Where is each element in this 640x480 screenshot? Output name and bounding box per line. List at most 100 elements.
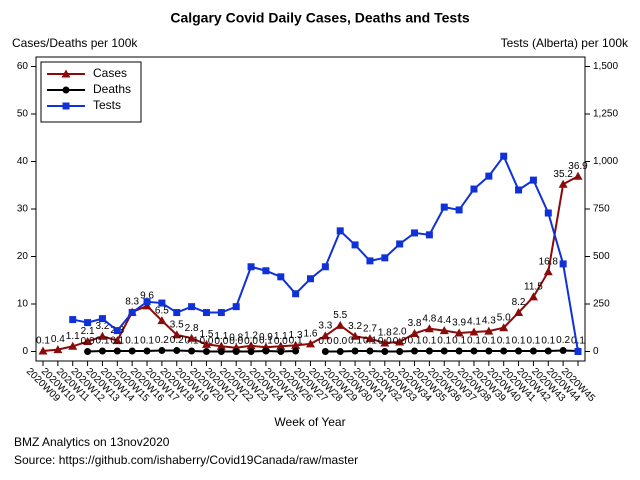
footnote: Source: https://github.com/ishaberry/Cov… bbox=[14, 453, 358, 467]
data-point bbox=[321, 348, 329, 355]
data-point bbox=[500, 347, 508, 355]
data-point bbox=[217, 348, 225, 355]
data-point bbox=[381, 254, 389, 262]
data-point bbox=[173, 309, 181, 317]
data-point bbox=[366, 347, 374, 355]
data-point bbox=[499, 323, 509, 332]
data-point bbox=[440, 347, 448, 355]
data-label: 6.5 bbox=[155, 305, 169, 316]
data-label: 8.3 bbox=[125, 297, 139, 308]
data-point bbox=[128, 309, 136, 317]
data-label: 35.2 bbox=[553, 169, 573, 180]
data-label: 1.2 bbox=[244, 330, 258, 341]
data-label: 0.0 bbox=[274, 336, 288, 347]
data-point bbox=[558, 179, 568, 188]
data-label: 0.9 bbox=[259, 332, 273, 343]
data-point bbox=[262, 347, 270, 355]
data-label: 0.1 bbox=[408, 336, 422, 347]
data-point bbox=[69, 316, 77, 324]
legend-marker bbox=[61, 69, 71, 78]
y-axis-label: Cases/Deaths per 100k bbox=[12, 36, 138, 50]
y2-tick-label: 1,500 bbox=[593, 61, 618, 72]
data-point bbox=[336, 348, 344, 355]
footnote: BMZ Analytics on 13nov2020 bbox=[14, 435, 170, 449]
data-label: 1.1 bbox=[214, 331, 228, 342]
data-point bbox=[292, 347, 300, 355]
data-point bbox=[232, 303, 240, 311]
y2-tick-label: 1,250 bbox=[593, 109, 618, 120]
data-point bbox=[113, 347, 121, 355]
data-point bbox=[158, 299, 166, 307]
data-point bbox=[262, 267, 270, 275]
legend-box bbox=[40, 61, 142, 123]
data-label: 0.0 bbox=[378, 336, 392, 347]
data-point bbox=[424, 324, 434, 333]
x-axis-label: Week of Year bbox=[274, 415, 345, 429]
data-point bbox=[202, 348, 210, 355]
data-point bbox=[292, 290, 300, 298]
data-label: 2.1 bbox=[81, 326, 95, 337]
data-point bbox=[559, 347, 567, 355]
data-point bbox=[277, 273, 285, 281]
data-label: 0.1 bbox=[110, 336, 124, 347]
data-label: 5.5 bbox=[333, 310, 347, 321]
data-label: 0.1 bbox=[467, 336, 481, 347]
legend-marker bbox=[62, 86, 70, 94]
data-label: 0.1 bbox=[348, 336, 362, 347]
data-point bbox=[411, 229, 419, 237]
data-point bbox=[187, 333, 197, 342]
data-label: 1.8 bbox=[378, 328, 392, 339]
data-point bbox=[320, 331, 330, 340]
data-point bbox=[173, 347, 181, 355]
data-label: 11.5 bbox=[524, 282, 543, 293]
data-label: 0.2 bbox=[170, 335, 184, 346]
data-label: 0.0 bbox=[318, 336, 332, 347]
data-point bbox=[484, 326, 494, 335]
data-point bbox=[366, 257, 374, 265]
data-label: 0.1 bbox=[185, 336, 199, 347]
data-point bbox=[98, 315, 106, 323]
data-label: 0.1 bbox=[482, 336, 496, 347]
y2-tick-label: 1,000 bbox=[593, 156, 618, 167]
data-point bbox=[335, 320, 345, 329]
data-label: 3.5 bbox=[170, 320, 184, 331]
data-point bbox=[128, 347, 136, 355]
data-point bbox=[112, 336, 122, 345]
data-label: 2.8 bbox=[185, 323, 199, 334]
data-point bbox=[381, 348, 389, 355]
data-label: 0.0 bbox=[200, 336, 214, 347]
legend-marker bbox=[62, 102, 70, 110]
data-point bbox=[485, 172, 493, 180]
y-tick-label: 0 bbox=[22, 346, 28, 357]
data-point bbox=[188, 347, 196, 355]
data-label: 2.0 bbox=[393, 327, 407, 338]
data-label: 3.3 bbox=[318, 320, 332, 331]
data-point bbox=[395, 337, 405, 346]
y-tick-label: 10 bbox=[17, 299, 29, 310]
data-label: 0.1 bbox=[512, 336, 526, 347]
y2-tick-label: 750 bbox=[593, 204, 610, 215]
y2-tick-label: 250 bbox=[593, 299, 610, 310]
data-point bbox=[172, 330, 182, 339]
legend-label: Tests bbox=[93, 98, 121, 112]
data-point bbox=[217, 309, 225, 317]
legend-label: Deaths bbox=[93, 82, 131, 96]
data-label: 0.2 bbox=[155, 335, 169, 346]
data-point bbox=[98, 347, 106, 355]
data-point bbox=[500, 152, 508, 160]
data-label: 4.4 bbox=[437, 315, 451, 326]
y-tick-label: 60 bbox=[17, 61, 29, 72]
data-point bbox=[396, 348, 404, 355]
data-point bbox=[277, 348, 285, 355]
data-label: 36.9 bbox=[568, 161, 588, 172]
data-point bbox=[97, 331, 107, 340]
data-label: 1.3 bbox=[289, 330, 303, 341]
data-label: 1.1 bbox=[66, 331, 80, 342]
data-label: 0.0 bbox=[229, 336, 243, 347]
data-point bbox=[247, 348, 255, 355]
data-point bbox=[410, 328, 420, 337]
data-point bbox=[216, 341, 226, 350]
data-point bbox=[425, 231, 433, 239]
